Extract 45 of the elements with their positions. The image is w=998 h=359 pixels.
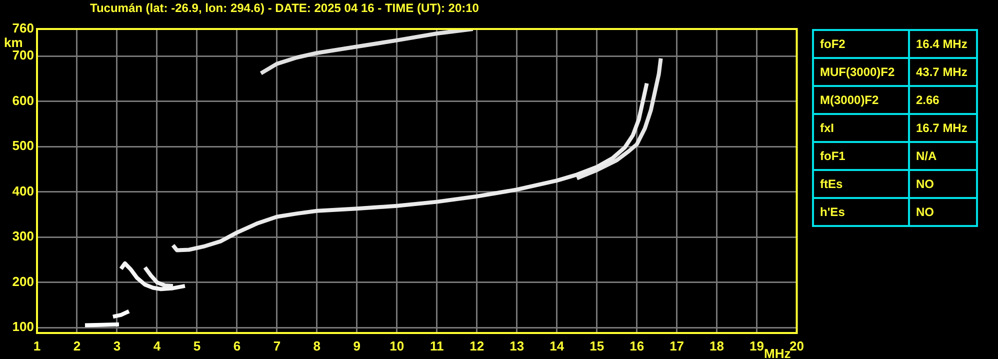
x-tick-label: 1 [33, 338, 41, 354]
y-tick-label: 600 [12, 92, 34, 108]
text: M(3000)F2 [813, 86, 909, 114]
x-tick-label: 20 [790, 338, 804, 354]
text: fxI [813, 114, 909, 142]
y-tick-label: 500 [12, 138, 34, 154]
text: foF1 [813, 142, 909, 170]
x-tick-label: 7 [273, 338, 281, 354]
x-tick-label: 6 [233, 338, 241, 354]
chart-title: Tucumán (lat: -26.9, lon: 294.6) - DATE: 2025 04 16 - TIME (UT): 20:10 [90, 1, 479, 15]
x-tick-label: 18 [710, 338, 724, 354]
text: foF2 [813, 30, 909, 58]
y-tick-label: 400 [12, 183, 34, 198]
x-tick-label: 17 [670, 338, 684, 354]
text: 2.66 [909, 86, 977, 114]
y-tick-label: 300 [12, 228, 34, 244]
x-tick-label: 8 [313, 338, 321, 354]
x-tick-label: 19 [750, 338, 764, 354]
text: 16.4 MHz [909, 30, 977, 58]
x-axis-title: MHz [764, 346, 792, 359]
x-tick-label: 15 [590, 338, 604, 354]
text: h'Es [813, 198, 909, 226]
text: ftEs [813, 170, 909, 198]
text: 16.7 MHz [909, 114, 977, 142]
y-axis-title: km [4, 35, 23, 50]
x-tick-label: 12 [470, 338, 484, 354]
text: 43.7 MHz [909, 58, 977, 86]
x-tick-label: 11 [430, 338, 444, 354]
x-tick-label: 4 [153, 338, 162, 354]
x-tick-label: 14 [550, 338, 565, 354]
x-tick-label: 3 [113, 338, 121, 354]
text: NO [909, 198, 977, 226]
text: MUF(3000)F2 [813, 58, 909, 86]
y-tick-label: 700 [12, 48, 34, 63]
x-tick-label: 10 [390, 338, 404, 354]
x-tick-label: 9 [353, 338, 361, 354]
y-tick-label: 200 [12, 274, 34, 289]
text: NO [909, 170, 977, 198]
x-tick-label: 13 [510, 338, 524, 354]
y-tick-label: 760 [12, 20, 34, 36]
text: N/A [909, 142, 977, 170]
y-tick-label: 100 [12, 319, 34, 334]
x-tick-label: 16 [630, 338, 644, 354]
x-tick-label: 5 [193, 338, 201, 354]
x-tick-label: 2 [73, 338, 81, 354]
